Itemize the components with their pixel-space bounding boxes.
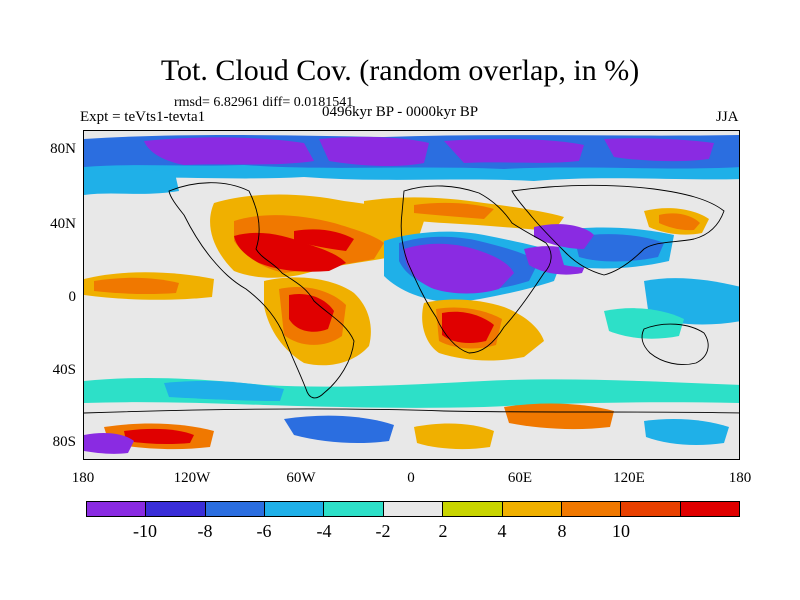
- colorbar-label: 10: [612, 521, 630, 541]
- colorbar-swatch: [621, 502, 681, 516]
- colorbar-swatch: [561, 502, 622, 516]
- lon-label-120e: 120E: [613, 470, 645, 486]
- colorbar-swatch: [443, 502, 503, 516]
- lon-label-60w: 60W: [286, 470, 316, 486]
- colorbar-swatch: [383, 502, 444, 516]
- lat-label-eq: 0: [68, 289, 77, 305]
- lat-label-40n: 40N: [50, 216, 76, 232]
- lon-label-120w: 120W: [173, 470, 211, 486]
- stats-text: rmsd= 6.82961 diff= 0.0181541: [174, 95, 354, 110]
- colorbar-swatch: [680, 502, 739, 516]
- lon-label-60e: 60E: [507, 470, 533, 486]
- map-panel: [83, 130, 740, 460]
- lon-label-180e: 180: [728, 470, 752, 486]
- colorbar: [86, 501, 740, 517]
- lon-label-0: 0: [407, 470, 415, 486]
- colorbar-swatch: [146, 502, 206, 516]
- colorbar-label: 2: [438, 521, 448, 541]
- colorbar-swatch: [265, 502, 325, 516]
- colorbar-swatch: [324, 502, 384, 516]
- experiment-label: Expt = teVts1-tevta1: [80, 109, 206, 125]
- colorbar-swatch: [205, 502, 266, 516]
- lat-label-80n: 80N: [50, 141, 76, 157]
- lon-label-180w: 180: [71, 470, 95, 486]
- cloud-cover-map: [84, 131, 739, 459]
- colorbar-label: -2: [375, 521, 391, 541]
- lat-label-40s: 40S: [52, 362, 76, 378]
- season-label: JJA: [716, 109, 739, 125]
- colorbar-swatch: [87, 502, 147, 516]
- colorbar-label: -8: [197, 521, 213, 541]
- lat-label-80s: 80S: [52, 434, 76, 450]
- colorbar-label: -4: [316, 521, 332, 541]
- colorbar-label: 4: [497, 521, 507, 541]
- plot-title: Tot. Cloud Cov. (random overlap, in %): [160, 54, 640, 87]
- colorbar-label: -6: [256, 521, 272, 541]
- colorbar-label: 8: [557, 521, 567, 541]
- colorbar-label: -10: [133, 521, 157, 541]
- period-label: 0496kyr BP - 0000kyr BP: [322, 104, 479, 120]
- colorbar-swatch: [502, 502, 562, 516]
